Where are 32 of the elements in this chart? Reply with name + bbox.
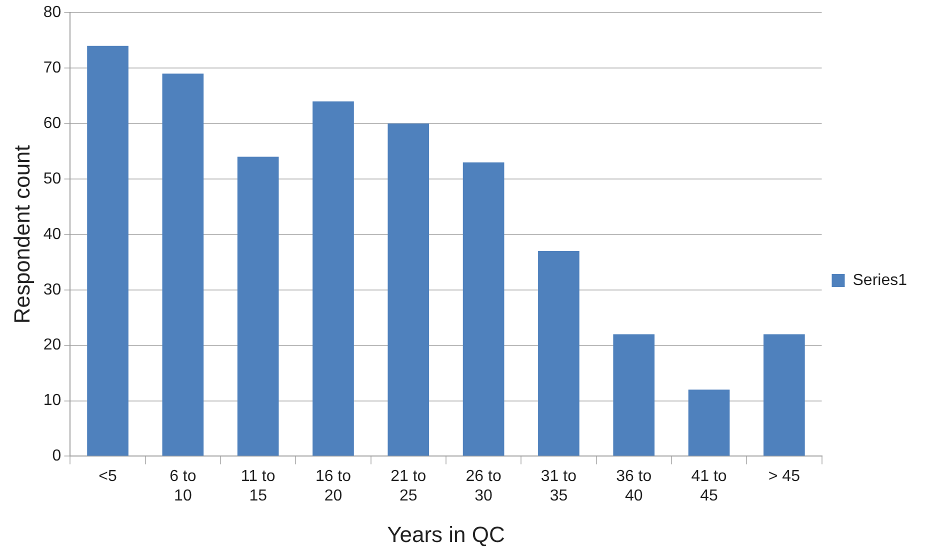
bar <box>613 334 655 456</box>
y-tick-label: 20 <box>43 336 62 354</box>
x-tick-label: 26 to 30 <box>466 468 502 504</box>
y-tick-label: 40 <box>43 226 62 243</box>
x-tick-label: <5 <box>98 468 117 486</box>
bar <box>688 390 730 456</box>
x-tick-label: 6 to 10 <box>170 468 196 504</box>
x-tick-label: 11 to 15 <box>240 468 276 504</box>
y-tick-label: 70 <box>43 59 62 76</box>
bar <box>462 162 504 456</box>
y-tick-label: 0 <box>52 448 62 465</box>
bar <box>538 251 580 456</box>
y-tick-label: 30 <box>43 281 62 298</box>
y-tick-label: 60 <box>43 114 62 132</box>
x-tick-label: 41 to 45 <box>691 468 727 504</box>
bar <box>237 156 279 456</box>
bar <box>388 124 430 456</box>
x-axis-title: Years in QC <box>387 522 505 547</box>
bar <box>162 74 204 456</box>
y-axis-title: Respondent count <box>9 145 34 324</box>
x-tick-label: 21 to 25 <box>390 468 426 504</box>
x-tick-label: > 45 <box>768 468 800 486</box>
x-tick-label: 16 to 20 <box>315 468 352 504</box>
bar <box>87 46 128 456</box>
y-tick-label: 80 <box>43 4 62 22</box>
y-tick-label: 10 <box>43 392 62 410</box>
bar <box>312 101 354 456</box>
bar <box>764 334 805 456</box>
x-tick-label: 31 to 35 <box>540 468 577 504</box>
legend-label: Series1 <box>852 272 908 289</box>
x-tick-label: 36 to 40 <box>616 468 652 504</box>
y-tick-label: 50 <box>43 170 62 188</box>
